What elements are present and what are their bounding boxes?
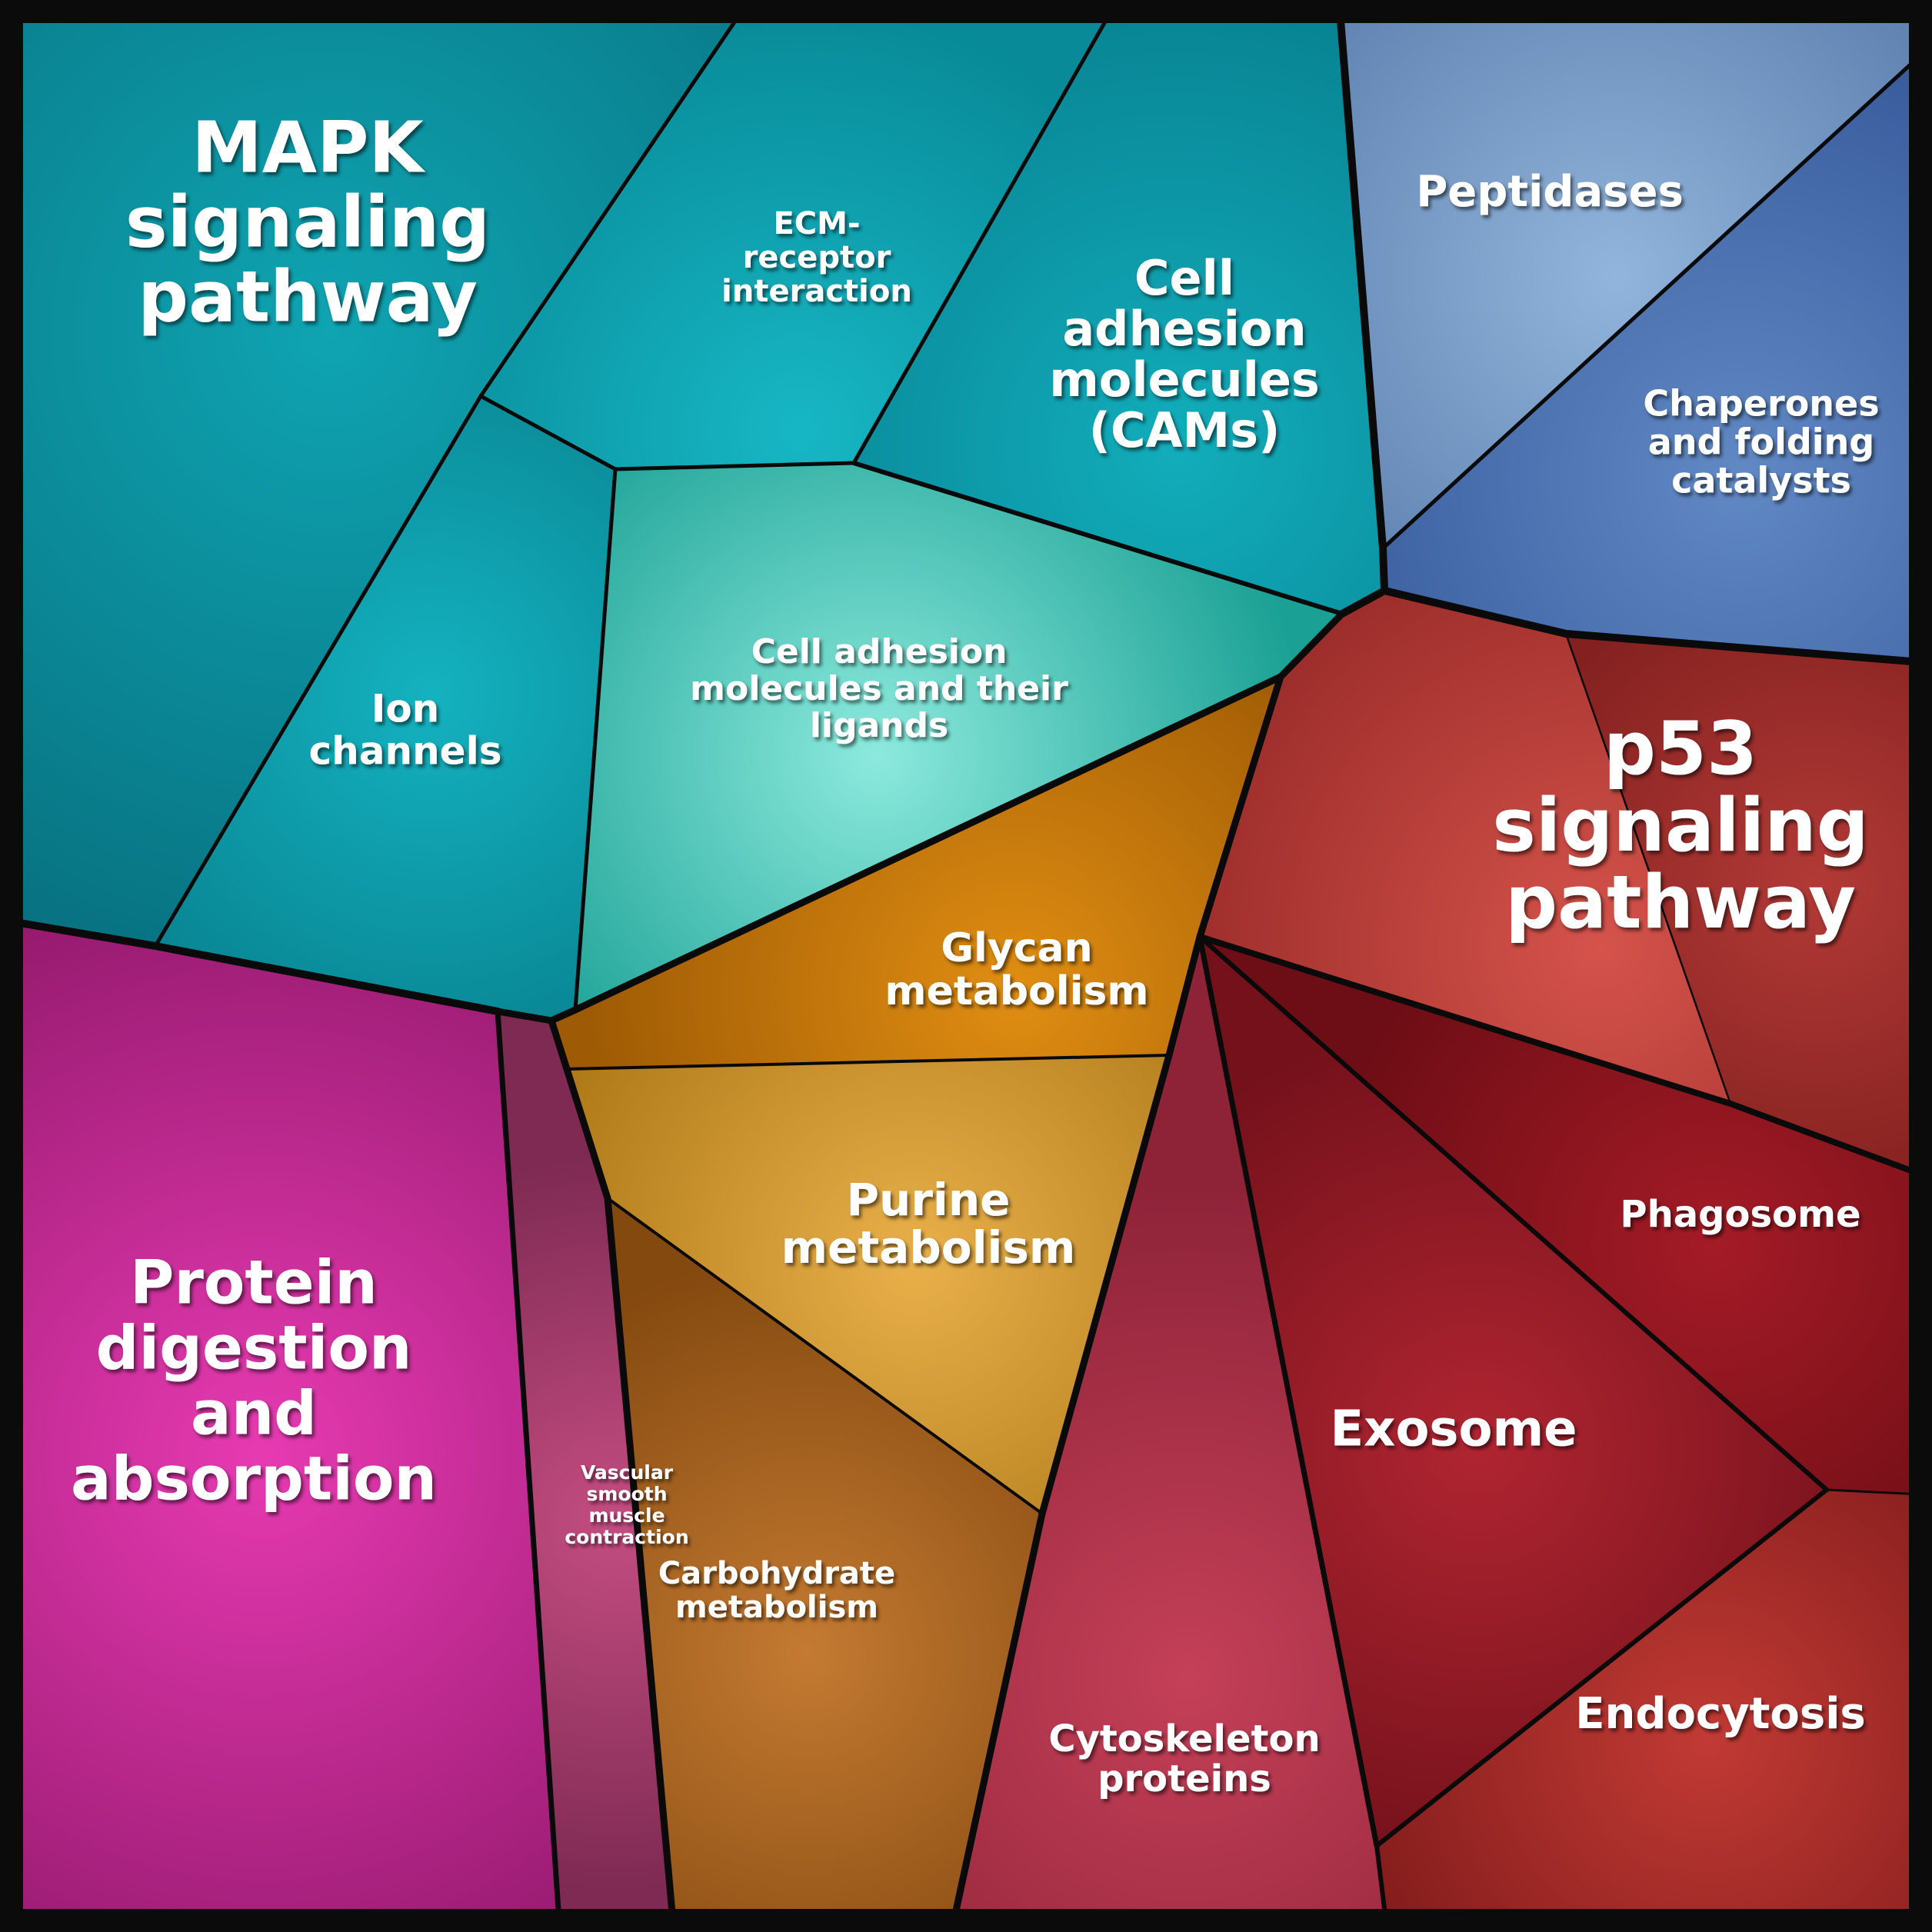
cell-border-9: [548, 1006, 579, 1024]
cell-border-27: [604, 1194, 677, 1925]
cell-border-5: [851, 461, 1344, 616]
cell-border-21: [1038, 1051, 1173, 1517]
cell-label-ecm: ECM-receptor interaction: [721, 206, 912, 309]
cell-purine: [567, 1055, 1169, 1514]
treemap-cells: [11, 11, 1921, 1921]
cell-border-19: [1196, 673, 1284, 941]
cell-label-ligands: Cell adhesion molecules and their ligands: [690, 632, 1068, 745]
cell-border-28: [495, 1008, 562, 1924]
cell-label-mapk: MAPK signaling pathway: [125, 106, 490, 338]
cell-label-ion: Ion channels: [309, 687, 502, 774]
cell-border-12: [1338, 587, 1388, 618]
cell-vascular: [498, 1011, 673, 1921]
cell-border-1: [153, 394, 483, 948]
cell-endocytosis: [1377, 1490, 1921, 1921]
cell-border-32: [1198, 934, 1829, 1492]
cell-border-13: [1277, 610, 1346, 681]
cell-label-cytoskeleton: Cytoskeleton proteins: [1048, 1717, 1320, 1800]
cell-unlabeled-right: [1566, 634, 1921, 1174]
cell-border-25: [548, 1017, 571, 1073]
treemap-cell-borders: [7, 7, 1925, 1925]
cell-label-chaperones: Chaperones and folding catalysts: [1643, 383, 1879, 501]
cell-border-16: [1564, 632, 1732, 1105]
cell-border-26: [563, 1065, 611, 1202]
cell-border-31: [1374, 1844, 1388, 1924]
cell-label-peptidases: Peptidases: [1416, 167, 1684, 217]
cell-ligands: [575, 463, 1342, 1010]
cell-ecm: [481, 11, 1111, 469]
cell-label-carbohydrate: Carbohydrate metabolism: [658, 1556, 895, 1625]
cell-border-18: [1727, 1101, 1924, 1178]
cell-border-33: [1825, 1488, 1923, 1496]
cell-border-8: [494, 1008, 555, 1024]
cell-border-10: [571, 673, 1284, 1014]
cell-border-23: [565, 1054, 1171, 1071]
cell-exosome: [1200, 937, 1827, 1846]
cell-label-cams: Cell adhesion molecules (CAMs): [1049, 250, 1320, 458]
cell-border-30: [1374, 1487, 1829, 1848]
cell-border-3: [613, 461, 856, 471]
cell-label-glycan: Glycan metabolism: [884, 925, 1148, 1014]
cell-ion: [155, 396, 615, 1021]
cell-label-vascular: Vascular smooth muscle contraction: [565, 1461, 688, 1548]
cell-border-7: [7, 918, 501, 1015]
cell-border-29: [1197, 934, 1380, 1849]
cell-chaperones: [1383, 55, 1921, 662]
cell-border-4: [851, 8, 1114, 465]
cell-border-17: [1197, 934, 1734, 1107]
cell-phagosome: [1200, 937, 1921, 1494]
cell-label-phagosome: Phagosome: [1620, 1193, 1860, 1236]
cell-label-protein-digestion: Protein digestion and absorption: [71, 1248, 437, 1514]
cell-glycan: [551, 677, 1281, 1069]
cell-label-purine: Purine metabolism: [781, 1174, 1076, 1274]
treemap-cell-labels: MAPK signaling pathway ECM-receptor interact…: [71, 106, 1880, 1800]
cell-border-0: [478, 8, 744, 398]
cell-protein-digestion: [11, 921, 559, 1921]
cell-cytoskeleton: [954, 937, 1386, 1921]
cell-border-20: [1165, 933, 1204, 1059]
cell-label-endocytosis: Endocytosis: [1575, 1689, 1865, 1739]
cell-mapk: [11, 11, 742, 946]
cell-border-6: [573, 467, 618, 1012]
cell-label-exosome: Exosome: [1330, 1401, 1577, 1458]
cell-cams: [854, 11, 1384, 614]
cell-border-22: [950, 1510, 1046, 1925]
cell-label-p53: p53 signaling pathway: [1492, 707, 1869, 945]
cell-carbohydrate: [608, 1198, 1042, 1921]
cell-border-2: [478, 394, 618, 471]
cell-peptidases: [1340, 11, 1921, 548]
cell-border-14: [1381, 52, 1924, 551]
cell-border-24: [606, 1197, 1044, 1515]
